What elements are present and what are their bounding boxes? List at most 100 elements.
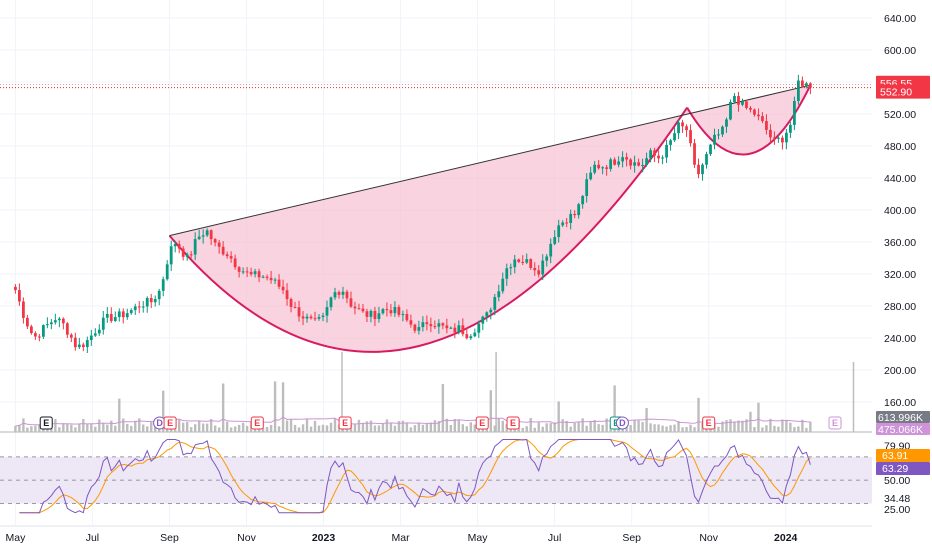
volume-bar bbox=[34, 425, 37, 432]
candle-body bbox=[481, 316, 485, 324]
volume-bar bbox=[138, 418, 141, 432]
candle-body bbox=[393, 306, 397, 314]
axes: 640.00600.00560.00520.00480.00440.00400.… bbox=[0, 13, 930, 544]
volume-bar bbox=[297, 427, 301, 432]
earnings-marker bbox=[506, 416, 520, 430]
price-tag bbox=[876, 84, 930, 99]
volume-bar bbox=[745, 419, 748, 432]
volume-bar bbox=[673, 424, 676, 432]
candle-body bbox=[549, 243, 553, 257]
candle-body bbox=[129, 310, 133, 314]
candle-body bbox=[653, 150, 656, 156]
candle-body bbox=[792, 101, 796, 125]
candle-body bbox=[397, 306, 401, 315]
volume-bar bbox=[533, 427, 536, 432]
volume-bar bbox=[225, 421, 229, 432]
volume-bar bbox=[725, 420, 728, 432]
volume-bar bbox=[30, 426, 33, 432]
candle-body bbox=[581, 195, 585, 205]
volume-bar bbox=[185, 421, 189, 432]
volume-bar bbox=[261, 427, 265, 432]
candle-body bbox=[529, 259, 533, 268]
candle-body bbox=[181, 248, 185, 257]
event-marker-label: D bbox=[619, 418, 626, 428]
volume-bar bbox=[365, 421, 369, 432]
price-tick-label: 280.00 bbox=[884, 301, 916, 313]
candle-body bbox=[381, 309, 385, 314]
candle-body bbox=[569, 213, 573, 223]
volume-bar bbox=[757, 402, 760, 432]
volume-bar bbox=[110, 420, 113, 432]
candle-body bbox=[661, 157, 664, 159]
rsi-panel bbox=[0, 438, 872, 514]
volume-bar bbox=[605, 418, 608, 432]
volume-bar bbox=[413, 425, 417, 432]
volume-bar bbox=[126, 423, 129, 432]
volume-bar bbox=[253, 427, 257, 432]
candle-body bbox=[781, 137, 784, 143]
candle-body bbox=[25, 317, 29, 327]
rsi-line bbox=[19, 438, 811, 514]
price-tick-label: 360.00 bbox=[884, 237, 916, 249]
volume-bar bbox=[397, 421, 401, 432]
candle-body bbox=[417, 327, 421, 331]
candle-body bbox=[57, 318, 61, 321]
candle-body bbox=[725, 119, 728, 127]
volume-bar bbox=[98, 419, 101, 432]
candle-body bbox=[525, 259, 529, 263]
volume-bar bbox=[325, 425, 329, 432]
volume-tag bbox=[876, 411, 930, 423]
candle-body bbox=[141, 306, 145, 308]
volume-bar bbox=[633, 420, 636, 432]
rim-trendline bbox=[169, 84, 811, 237]
volume-bar bbox=[189, 427, 193, 432]
cup-curve bbox=[168, 107, 688, 353]
volume-bar bbox=[721, 421, 724, 432]
volume-bar bbox=[653, 424, 656, 432]
time-tick-label: Mar bbox=[392, 532, 411, 544]
volume-bar bbox=[122, 418, 125, 432]
volume-bar bbox=[265, 427, 269, 432]
volume-bar bbox=[114, 425, 117, 432]
volume-bar bbox=[793, 427, 796, 432]
earnings-marker bbox=[702, 416, 716, 430]
candle-body bbox=[41, 325, 45, 337]
rsi-tick-label: 25.00 bbox=[884, 504, 910, 516]
candle-body bbox=[61, 318, 65, 324]
volume-bar bbox=[70, 424, 73, 432]
volume-bar bbox=[26, 427, 29, 432]
time-tick-label: Nov bbox=[237, 532, 256, 544]
candle-body bbox=[677, 122, 680, 134]
candle-body bbox=[629, 159, 633, 166]
time-tick-label: Jul bbox=[86, 532, 99, 544]
earnings-dividend-markers[interactable]: EDEEEEEEDEE bbox=[39, 416, 842, 430]
volume-bar bbox=[741, 420, 744, 432]
volume-bar bbox=[593, 420, 596, 432]
candle-body bbox=[193, 239, 197, 255]
volume-bar bbox=[445, 418, 449, 432]
candle-body bbox=[317, 317, 321, 319]
volume-bar bbox=[285, 420, 289, 432]
candle-body bbox=[389, 310, 393, 314]
candle-body bbox=[385, 309, 389, 311]
candle-body bbox=[177, 244, 181, 249]
candle-body bbox=[605, 167, 609, 169]
volume-bar bbox=[385, 419, 389, 432]
candle-body bbox=[85, 340, 89, 348]
candle-body bbox=[485, 312, 489, 317]
volume-bar bbox=[405, 423, 409, 432]
volume-bar bbox=[785, 419, 788, 432]
candle-body bbox=[713, 134, 716, 145]
volume-bar bbox=[245, 425, 249, 432]
candle-body bbox=[597, 164, 601, 169]
volume-bar bbox=[393, 425, 397, 432]
volume-bar bbox=[573, 422, 576, 432]
volume-bar bbox=[717, 426, 720, 432]
volume-bar bbox=[146, 426, 149, 432]
time-tick-label: 2024 bbox=[774, 532, 798, 544]
candle-body bbox=[305, 316, 309, 319]
candle-body bbox=[377, 313, 381, 320]
candle-body bbox=[361, 308, 365, 312]
volume-bar bbox=[401, 420, 405, 432]
